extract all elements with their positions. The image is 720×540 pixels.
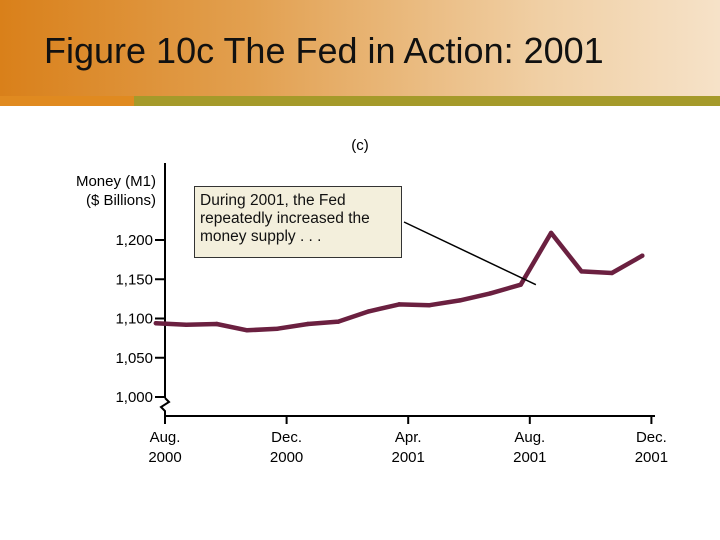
data-point (457, 298, 463, 303)
x-tick-label-month: Aug. (514, 429, 545, 446)
x-tick-label-year: 2000 (148, 449, 181, 466)
title-bar: Figure 10c The Fed in Action: 2001 (0, 0, 720, 106)
x-tick-label-month: Apr. (395, 429, 422, 446)
data-point (275, 326, 280, 331)
underline-orange-segment (0, 96, 134, 106)
title-underline (0, 96, 720, 108)
y-axis-label-line1: Money (M1) (76, 173, 156, 190)
x-tick-label-year: 2001 (392, 449, 425, 466)
data-point (396, 302, 402, 307)
y-tick-label: 1,000 (115, 389, 153, 406)
data-point (609, 270, 615, 276)
underline-olive-segment (134, 96, 720, 106)
data-point (336, 319, 341, 324)
y-tick-label: 1,100 (115, 311, 153, 328)
data-point (518, 282, 523, 287)
y-tick-label: 1,050 (115, 350, 153, 367)
x-tick-label-year: 2001 (635, 449, 668, 466)
data-point (184, 322, 189, 327)
y-axis-break-mark (159, 397, 171, 416)
slide-title: Figure 10c The Fed in Action: 2001 (44, 30, 604, 71)
data-point (640, 253, 645, 258)
data-point (548, 230, 554, 236)
x-tick-label-year: 2001 (513, 449, 546, 466)
chart-title: (c) (351, 137, 369, 154)
data-point (244, 328, 250, 333)
y-tick-label: 1,200 (115, 232, 153, 249)
x-tick-label-month: Dec. (636, 429, 667, 446)
y-axis-label-line2: ($ Billions) (86, 192, 156, 209)
callout-pointer-line (403, 221, 537, 286)
x-tick-label-month: Dec. (271, 429, 302, 446)
x-tick-label-year: 2000 (270, 449, 303, 466)
data-point (488, 291, 493, 296)
x-tick-label-month: Aug. (150, 429, 181, 446)
data-point (305, 321, 311, 327)
annotation-callout: During 2001, the Fed repeatedly increase… (194, 186, 402, 258)
data-point (214, 321, 219, 327)
data-point (366, 309, 371, 314)
data-point (427, 302, 432, 308)
data-point (153, 321, 159, 326)
y-tick-label: 1,150 (115, 271, 153, 288)
data-point (579, 269, 584, 274)
